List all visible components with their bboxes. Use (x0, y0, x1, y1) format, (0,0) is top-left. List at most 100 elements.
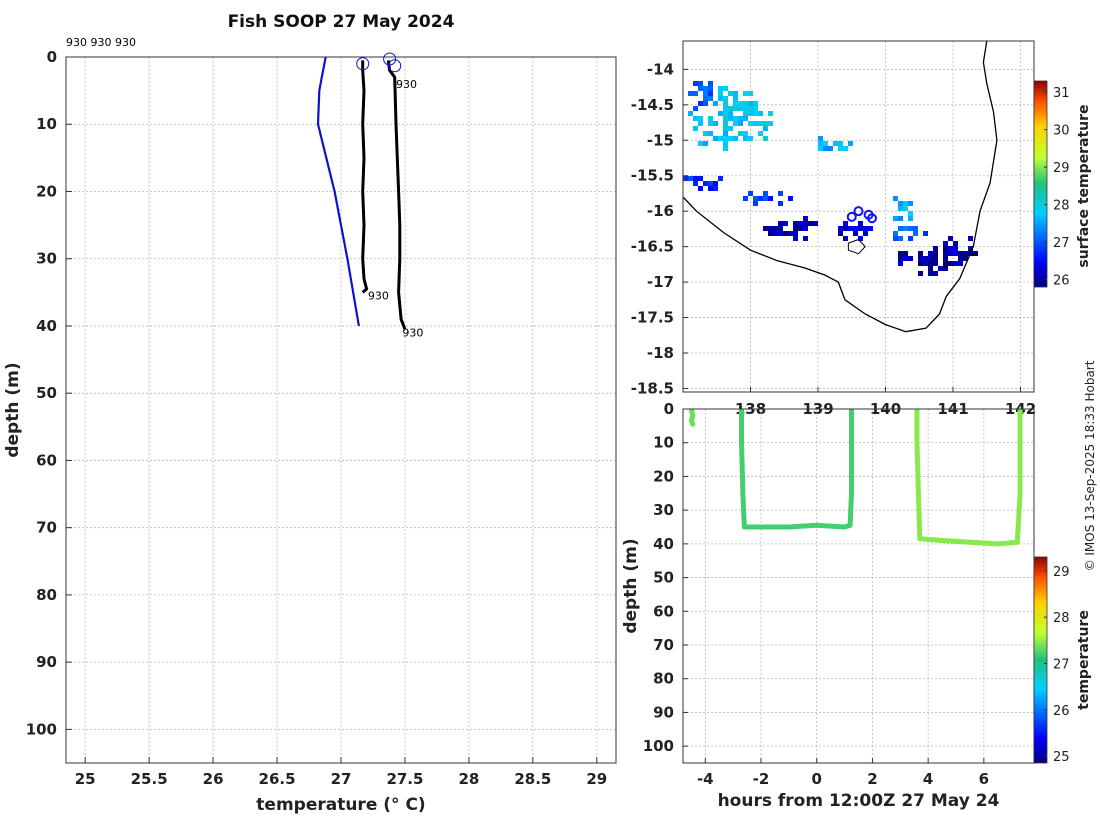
sst-pixel (943, 261, 948, 266)
sst-pixel (778, 221, 783, 226)
sst-pixel (903, 206, 908, 211)
sst-pixel (718, 96, 723, 101)
sst-pixel (708, 186, 713, 191)
sst-pixel (923, 261, 928, 266)
sst-pixel (968, 236, 973, 241)
sst-pixel (733, 101, 738, 106)
sst-pixel (863, 226, 868, 231)
ts-colorbar-tick-label: 27 (1053, 657, 1070, 672)
sst-pixel (903, 251, 908, 256)
timeseries-plot-area (683, 409, 1034, 763)
sst-pixel (768, 121, 773, 126)
sst-pixel (723, 116, 728, 121)
sst-pixel (963, 251, 968, 256)
profile-panel: 25 25.5 26 26.5 27 27.5 28 28.5 29 0 10 20 30 40 50 60 7… (3, 36, 617, 815)
figure-title: Fish SOOP 27 May 2024 (228, 12, 455, 32)
sst-pixel (753, 106, 758, 111)
sst-pixel (843, 236, 848, 241)
ts-track (914, 409, 1023, 547)
ts-colorbar-tick-label: 26 (1053, 704, 1070, 719)
sst-pixel (933, 251, 938, 256)
map-y-tick-label: -14 (647, 60, 674, 78)
sst-pixel (773, 226, 778, 231)
sst-pixel (768, 196, 773, 201)
ts-y-tick-label: 80 (653, 670, 674, 688)
sst-pixel (848, 226, 853, 231)
map-y-tick-label: -17.5 (631, 309, 674, 327)
ts-colorbar (1033, 556, 1048, 764)
sst-pixel (763, 196, 768, 201)
sst-pixel (818, 136, 823, 141)
sst-pixel (828, 146, 833, 151)
ts-colorbar-tick-label: 29 (1053, 565, 1070, 580)
profile-x-tick-label: 25 (75, 770, 96, 788)
map-colorbar-tick-label: 31 (1053, 86, 1070, 101)
profile-start-marker (356, 57, 370, 71)
sst-pixel (733, 121, 738, 126)
sst-pixel (713, 121, 718, 126)
map-y-tick-label: -16 (647, 202, 674, 220)
ts-x-tick-label: -4 (697, 770, 714, 788)
sst-pixel (753, 111, 758, 116)
sst-pixel (723, 126, 728, 131)
sst-pixel (898, 251, 903, 256)
sst-pixel (928, 261, 933, 266)
sst-pixel (728, 91, 733, 96)
sst-pixel (763, 226, 768, 231)
sst-pixel (753, 101, 758, 106)
sst-pixel (758, 196, 763, 201)
sst-pixel (918, 261, 923, 266)
sst-pixel (703, 91, 708, 96)
sst-pixel (748, 91, 753, 96)
sst-pixel (918, 271, 923, 276)
profile-y-tick-label: 20 (36, 182, 57, 200)
sst-pixel (838, 146, 843, 151)
sst-pixel (698, 101, 703, 106)
ts-colorbar-label: temperature (1076, 610, 1092, 710)
profile-x-tick-label: 25.5 (131, 770, 168, 788)
sst-pixel (793, 226, 798, 231)
ts-track (688, 409, 696, 427)
profile-x-axis-label: temperature (° C) (256, 795, 425, 815)
sst-pixel (838, 231, 843, 236)
sst-pixel (708, 81, 713, 86)
sst-pixel (853, 226, 858, 231)
sst-pixel (723, 141, 728, 146)
sst-pixel (848, 141, 853, 146)
profile-x-tick-label: 28 (458, 770, 479, 788)
profile-y-tick-label: 70 (36, 519, 57, 537)
sst-pixel (763, 136, 768, 141)
sst-pixel (963, 256, 968, 261)
map-colorbar (1033, 80, 1048, 288)
sst-pixel (818, 141, 823, 146)
profile-y-tick-label: 50 (36, 384, 57, 402)
profile-start-marker (383, 52, 397, 66)
sst-pixel (893, 196, 898, 201)
sst-pixel (813, 221, 818, 226)
sst-pixel (703, 96, 708, 101)
sst-pixel (693, 176, 698, 181)
sst-pixel (748, 136, 753, 141)
sst-pixel (833, 141, 838, 146)
sst-pixel (708, 91, 713, 96)
profile-y-tick-label: 10 (36, 115, 57, 133)
map-colorbar-tick-label: 30 (1053, 124, 1070, 139)
sst-pixel (703, 131, 708, 136)
sst-pixel (748, 106, 753, 111)
sst-pixel (863, 231, 868, 236)
ts-y-axis-label: depth (m) (621, 538, 641, 633)
profile-cast-line (361, 60, 369, 294)
sst-pixel (688, 111, 693, 116)
sst-pixel (718, 91, 723, 96)
sst-pixel (748, 111, 753, 116)
sst-pixel (793, 236, 798, 241)
sst-pixel (953, 251, 958, 256)
sst-pixel (698, 86, 703, 91)
sst-pixel (723, 96, 728, 101)
map-island-outline (847, 238, 866, 255)
profile-y-tick-label: 100 (26, 720, 57, 738)
profile-cast-line (386, 60, 407, 330)
ts-x-tick-label: 4 (923, 770, 933, 788)
map-colorbar-tick-label: 27 (1053, 236, 1070, 251)
